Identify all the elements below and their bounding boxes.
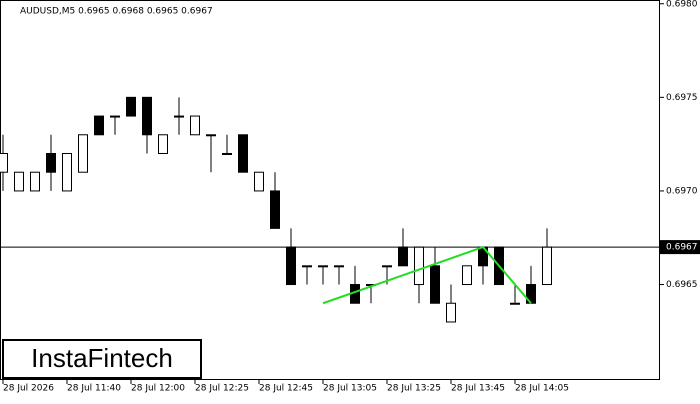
candle-body (190, 115, 200, 136)
candle-body (62, 152, 72, 192)
candle-body (254, 171, 264, 192)
candle-body (542, 246, 552, 286)
chart-title: AUDUSD,M5 0.6965 0.6968 0.6965 0.6967 (20, 7, 213, 17)
x-tick-label: 28 Jul 12:00 (131, 384, 185, 394)
candle-body (510, 302, 520, 305)
x-tick-label: 28 Jul 11:40 (67, 384, 121, 394)
candle-body (318, 265, 328, 268)
x-tick-label: 28 Jul 13:45 (451, 384, 505, 394)
logo: InstaFintech (31, 343, 173, 373)
candle-body (14, 171, 24, 192)
candle-body (46, 152, 56, 173)
candle-body (142, 96, 152, 136)
candle-body (302, 265, 312, 268)
candle-body (334, 265, 344, 268)
current-price-tag (660, 240, 700, 255)
x-tick-label: 28 Jul 13:05 (323, 384, 377, 394)
candle-body (206, 134, 216, 137)
logo-box (2, 339, 202, 379)
candle-body (270, 190, 280, 229)
candle-body (446, 302, 456, 323)
x-tick-label: 28 Jul 12:25 (195, 384, 249, 394)
candle-body (174, 115, 184, 118)
y-tick-label: 0.6970 (666, 186, 698, 196)
candle-body (110, 115, 120, 118)
x-tick-label: 28 Jul 13:25 (387, 384, 441, 394)
candle-body (286, 246, 296, 286)
candle-body (462, 265, 472, 286)
y-tick-label: 0.6965 (666, 280, 698, 290)
candle-body (94, 115, 104, 136)
current-price-label: 0.6967 (666, 243, 698, 253)
candle-body (382, 265, 392, 268)
plot-area (0, 96, 552, 323)
y-tick-label: 0.6980 (666, 0, 698, 9)
candle-body (158, 134, 168, 154)
candle-body (126, 96, 136, 117)
x-tick-label: 28 Jul 12:45 (259, 384, 313, 394)
candle-body (414, 246, 424, 286)
pattern-line (322, 245, 532, 305)
candle-body (30, 171, 40, 192)
candle-body (398, 246, 408, 267)
plot-frame (0, 0, 660, 380)
x-tick-label: 28 Jul 14:05 (515, 384, 569, 394)
x-tick-label: 28 Jul 2026 (3, 384, 54, 394)
candle-body (430, 265, 440, 304)
candle-body (238, 134, 248, 173)
candle-body (222, 152, 232, 155)
y-tick-label: 0.6975 (666, 93, 698, 103)
candle-body (0, 152, 8, 173)
candle-body (78, 134, 88, 173)
